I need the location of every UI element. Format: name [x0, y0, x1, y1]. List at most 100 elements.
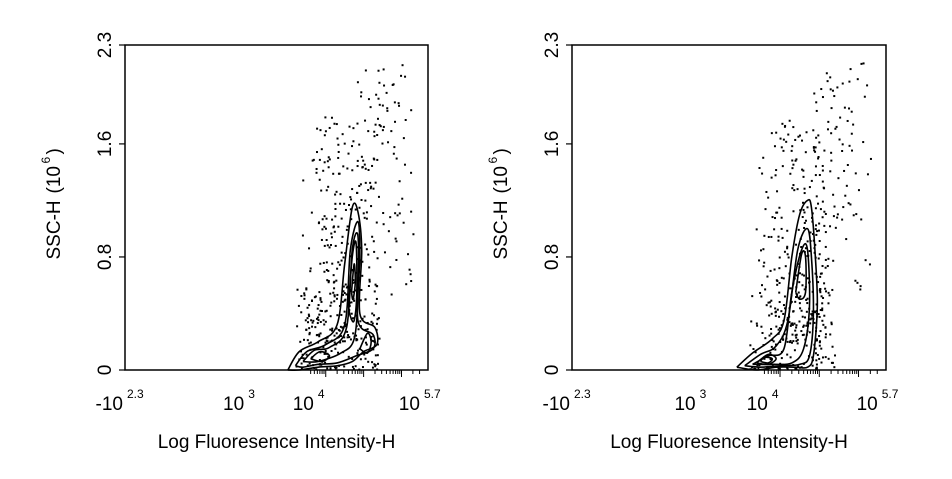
scatter-dot	[790, 294, 793, 297]
scatter-dot	[813, 149, 816, 152]
scatter-dot	[755, 322, 758, 325]
scatter-dot	[330, 116, 333, 119]
scatter-dot	[382, 68, 385, 71]
scatter-dot	[317, 316, 320, 319]
scatter-dot	[787, 287, 790, 290]
scatter-dot	[355, 339, 358, 342]
x-tick-exponent: 5.7	[424, 387, 441, 401]
scatter-dot	[377, 195, 380, 198]
scatter-dot	[402, 221, 405, 224]
scatter-dot	[824, 326, 827, 329]
scatter-dot	[333, 230, 336, 233]
scatter-dot	[320, 300, 323, 303]
scatter-dot	[300, 311, 303, 314]
scatter-dot	[319, 262, 322, 265]
scatter-dot	[795, 333, 798, 336]
scatter-dot	[792, 210, 795, 213]
scatter-dot	[786, 253, 789, 256]
scatter-dot	[364, 328, 367, 331]
scatter-dot	[821, 164, 824, 167]
scatter-dot	[342, 351, 345, 354]
scatter-dot	[815, 109, 818, 112]
scatter-dot	[301, 234, 304, 237]
scatter-dot	[327, 355, 330, 358]
scatter-dot	[373, 135, 376, 138]
scatter-dot	[848, 144, 851, 147]
scatter-dot	[850, 110, 853, 113]
scatter-dot	[321, 360, 324, 363]
scatter-dot	[323, 225, 326, 228]
scatter-dot	[824, 356, 827, 359]
scatter-dot	[805, 298, 808, 301]
x-tick-label: 10 4	[747, 387, 779, 415]
scatter-dot	[392, 152, 395, 155]
scatter-dot	[815, 330, 818, 333]
scatter-dot	[815, 359, 818, 362]
scatter-dot	[324, 349, 327, 352]
scatter-dot	[335, 190, 338, 193]
scatter-dot	[351, 281, 354, 284]
scatter-dot	[780, 227, 783, 230]
scatter-dot	[803, 211, 806, 214]
scatter-dot	[817, 202, 820, 205]
scatter-dot	[812, 318, 815, 321]
y-axis-title-main: SSC-H	[44, 200, 65, 259]
scatter-dot	[767, 196, 770, 199]
scatter-dot	[800, 309, 803, 312]
scatter-dot	[795, 243, 798, 246]
contour-line	[794, 249, 807, 301]
scatter-dot	[360, 91, 363, 94]
scatter-dot	[314, 326, 317, 329]
scatter-dot	[761, 172, 764, 175]
scatter-dot	[370, 205, 373, 208]
scatter-dot	[824, 231, 827, 234]
scatter-dot	[831, 288, 834, 291]
scatter-dot	[376, 318, 379, 321]
scatter-dot	[325, 217, 328, 220]
scatter-dot	[358, 206, 361, 209]
scatter-dot	[338, 263, 341, 266]
scatter-dot	[792, 282, 795, 285]
scatter-dot	[787, 256, 790, 259]
scatter-dot	[398, 104, 401, 107]
scatter-dot	[308, 333, 311, 336]
scatter-dot	[806, 206, 809, 209]
scatter-dot	[326, 279, 329, 282]
scatter-dot	[322, 346, 325, 349]
scatter-dot	[319, 309, 322, 312]
scatter-dot	[334, 367, 337, 370]
x-tick-label: -10 2.3	[96, 387, 144, 415]
scatter-dot	[817, 257, 820, 260]
scatter-dot	[778, 368, 781, 371]
scatter-dot	[317, 319, 320, 322]
scatter-dot	[324, 337, 327, 340]
scatter-dot	[330, 301, 333, 304]
scatter-dot	[830, 159, 833, 162]
scatter-dot	[308, 342, 311, 345]
scatter-dot	[869, 157, 872, 160]
scatter-dot	[804, 338, 807, 341]
scatter-dot	[862, 141, 865, 144]
scatter-dot	[308, 327, 311, 330]
scatter-dot	[863, 95, 866, 98]
scatter-dot	[395, 240, 398, 243]
scatter-dot	[811, 364, 814, 367]
scatter-dot	[829, 76, 832, 79]
scatter-dot	[375, 221, 378, 224]
scatter-dot	[404, 75, 407, 78]
scatter-dot	[804, 286, 807, 289]
scatter-dot	[780, 276, 783, 279]
scatter-dot	[830, 323, 833, 326]
scatter-dot	[397, 102, 400, 105]
scatter-dot	[318, 359, 321, 362]
scatter-dot	[332, 274, 335, 277]
scatter-dot	[833, 205, 836, 208]
scatter-dot	[843, 169, 846, 172]
scatter-dot	[356, 246, 359, 249]
scatter-dot	[296, 325, 299, 328]
scatter-dot	[325, 309, 328, 312]
outlier-dots	[295, 64, 415, 371]
scatter-dot	[329, 292, 332, 295]
scatter-dot	[837, 177, 840, 180]
scatter-dot	[327, 166, 330, 169]
